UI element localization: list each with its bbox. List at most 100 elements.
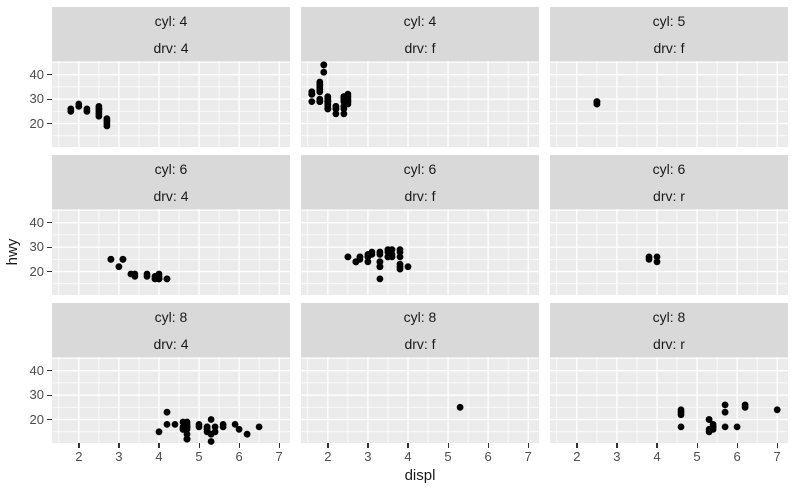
x-tick-mark bbox=[158, 443, 160, 448]
facet-strip-label: drv: 4 bbox=[52, 330, 290, 357]
y-tick-mark bbox=[47, 246, 52, 248]
data-points bbox=[107, 255, 171, 283]
x-tick-mark bbox=[447, 443, 449, 448]
x-tick-label: 4 bbox=[404, 449, 412, 464]
panel-gridlines bbox=[550, 209, 788, 295]
x-tick-mark bbox=[576, 443, 578, 448]
x-axis-title: displ bbox=[404, 467, 436, 484]
panel-gridlines bbox=[301, 357, 539, 443]
y-tick-mark bbox=[47, 222, 52, 224]
facet-panel bbox=[52, 61, 290, 147]
x-tick-label: 7 bbox=[275, 449, 283, 464]
facet-panel bbox=[301, 209, 539, 295]
y-tick-label: 40 bbox=[29, 214, 44, 230]
facet-strip-label: cyl: 8 bbox=[550, 303, 788, 330]
y-tick-label: 30 bbox=[29, 387, 44, 403]
facet-strip-label: drv: 4 bbox=[52, 34, 290, 61]
y-tick-mark bbox=[47, 370, 52, 372]
x-tick-label: 6 bbox=[484, 449, 492, 464]
y-tick-mark bbox=[47, 98, 52, 100]
x-tick-label: 2 bbox=[324, 449, 332, 464]
x-tick-label: 4 bbox=[653, 449, 661, 464]
x-tick-mark bbox=[776, 443, 778, 448]
y-tick-label: 20 bbox=[29, 263, 44, 279]
x-tick-label: 5 bbox=[693, 449, 701, 464]
panel-gridlines bbox=[550, 357, 788, 443]
x-tick-label: 2 bbox=[573, 449, 581, 464]
facet-strip-label: drv: f bbox=[301, 182, 539, 209]
facet-strip-label: cyl: 6 bbox=[301, 155, 539, 182]
facet-panel bbox=[301, 61, 539, 147]
panel-background bbox=[301, 357, 539, 443]
facet-strip-label: drv: f bbox=[301, 330, 539, 357]
y-tick-mark bbox=[47, 394, 52, 396]
x-tick-label: 5 bbox=[195, 449, 203, 464]
facet-panel bbox=[301, 357, 539, 443]
panel-background bbox=[52, 61, 290, 147]
data-points bbox=[344, 246, 412, 283]
facet-strip-label: drv: f bbox=[301, 34, 539, 61]
x-tick-label: 7 bbox=[524, 449, 532, 464]
panel-background bbox=[301, 209, 539, 295]
facet-strip-label: cyl: 8 bbox=[52, 303, 290, 330]
facet-strip-label: drv: f bbox=[550, 34, 788, 61]
y-tick-mark bbox=[47, 123, 52, 125]
facet-panel bbox=[550, 209, 788, 295]
x-tick-label: 2 bbox=[75, 449, 83, 464]
y-tick-label: 40 bbox=[29, 362, 44, 378]
data-points bbox=[308, 61, 352, 118]
x-tick-mark bbox=[656, 443, 658, 448]
data-points bbox=[67, 100, 111, 130]
facet-strip-label: drv: r bbox=[550, 330, 788, 357]
y-tick-label: 30 bbox=[29, 91, 44, 107]
x-tick-mark bbox=[527, 443, 529, 448]
facet-strip-label: drv: r bbox=[550, 182, 788, 209]
x-tick-mark bbox=[78, 443, 80, 448]
panel-gridlines bbox=[301, 61, 539, 147]
facet-panel bbox=[52, 209, 290, 295]
y-tick-mark bbox=[47, 419, 52, 421]
panel-background bbox=[550, 61, 788, 147]
y-tick-mark bbox=[47, 271, 52, 273]
facet-strip-label: cyl: 6 bbox=[52, 155, 290, 182]
facet-strip-label: cyl: 4 bbox=[301, 7, 539, 34]
x-tick-mark bbox=[736, 443, 738, 448]
y-tick-label: 20 bbox=[29, 411, 44, 427]
facet-strip-label: cyl: 8 bbox=[301, 303, 539, 330]
x-tick-label: 6 bbox=[235, 449, 243, 464]
facet-panel bbox=[52, 357, 290, 445]
panel-gridlines bbox=[301, 209, 539, 295]
x-tick-label: 3 bbox=[364, 449, 372, 464]
x-tick-mark bbox=[696, 443, 698, 448]
x-tick-mark bbox=[616, 443, 618, 448]
facet-strip-label: drv: 4 bbox=[52, 182, 290, 209]
facet-strip-label: cyl: 6 bbox=[550, 155, 788, 182]
x-tick-mark bbox=[278, 443, 280, 448]
x-tick-mark bbox=[118, 443, 120, 448]
x-tick-mark bbox=[367, 443, 369, 448]
data-points bbox=[456, 403, 464, 411]
x-tick-mark bbox=[327, 443, 329, 448]
panel-background bbox=[301, 61, 539, 147]
panel-background bbox=[550, 357, 788, 443]
y-tick-label: 30 bbox=[29, 239, 44, 255]
facet-panel bbox=[550, 357, 788, 443]
y-tick-mark bbox=[47, 74, 52, 76]
x-tick-label: 4 bbox=[155, 449, 163, 464]
panel-background bbox=[52, 357, 290, 443]
data-points bbox=[645, 253, 661, 266]
facet-panel bbox=[550, 61, 788, 147]
facet-strip-label: cyl: 5 bbox=[550, 7, 788, 34]
x-tick-label: 3 bbox=[115, 449, 123, 464]
x-tick-label: 5 bbox=[444, 449, 452, 464]
x-tick-mark bbox=[407, 443, 409, 448]
data-points bbox=[593, 98, 601, 108]
x-tick-mark bbox=[238, 443, 240, 448]
panel-background bbox=[550, 209, 788, 295]
x-tick-mark bbox=[198, 443, 200, 448]
x-tick-label: 6 bbox=[733, 449, 741, 464]
x-tick-mark bbox=[487, 443, 489, 448]
y-tick-label: 40 bbox=[29, 66, 44, 82]
panel-gridlines bbox=[52, 61, 290, 147]
